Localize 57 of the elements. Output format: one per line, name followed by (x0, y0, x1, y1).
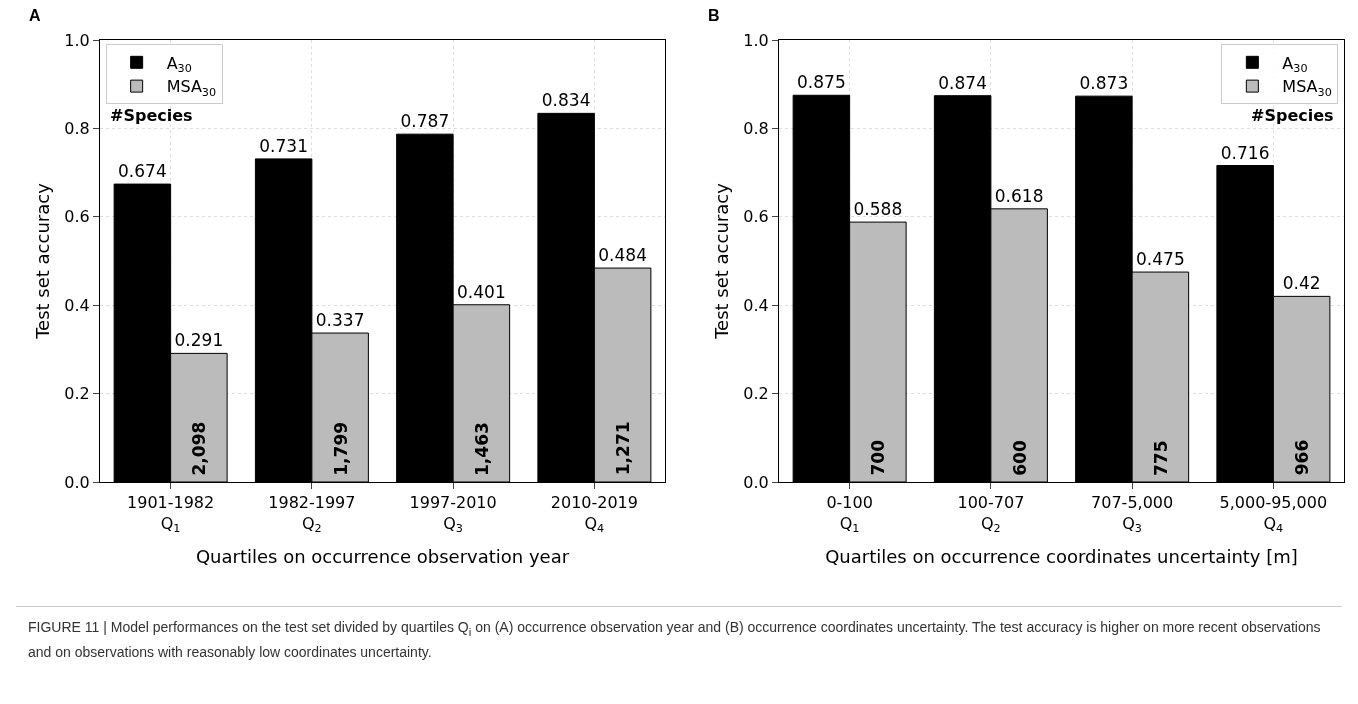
data-label: 0.588 (853, 199, 903, 220)
y-tick-label: 0.0 (743, 472, 769, 492)
legend-label: MSA$_{30}$ (166, 77, 217, 99)
data-label: 0.875 (797, 72, 846, 93)
y-tick-label: 0.6 (64, 207, 90, 227)
x-tick-label: 0-100 Q$_{1}$ (826, 493, 873, 536)
annotation: 775 (1150, 440, 1171, 476)
annotation: 1,799 (330, 421, 351, 476)
x-tick-label: 5,000-95,000 Q$_{4}$ (1219, 493, 1328, 536)
text: FIGURE 11 | Model performances on the test set divided by quartiles Q$_{i}$ on (A) occurrence observation year and (B) occurrence coordinates uncertainty. The test accuracy is higher on more recent observations and on observations with reasonably low coordinates uncertainty. (28, 619, 1321, 660)
data-label: 0.873 (1079, 73, 1129, 94)
data-label: 0.834 (541, 90, 591, 111)
annotation: 2,098 (189, 421, 210, 476)
annotation: 1,271 (613, 421, 634, 476)
chart-title: B (708, 7, 720, 24)
annotation: 700 (868, 439, 889, 476)
data-label: 0.787 (400, 111, 450, 132)
chart-title: A (29, 7, 41, 24)
x-axis-title: Quartiles on occurrence observation year (195, 546, 570, 568)
data-label: 0.674 (118, 161, 167, 182)
y-tick-label: 0.4 (64, 295, 90, 315)
x-tick-label: 1997-2010 Q$_{3}$ (409, 493, 497, 536)
x-axis-title: Quartiles on occurrence coordinates uncertainty [m] (825, 546, 1298, 568)
data-label: 0.401 (457, 281, 506, 302)
data-label: 0.618 (994, 185, 1044, 206)
y-tick-label: 0.4 (743, 295, 769, 315)
data-label: 0.337 (315, 310, 365, 331)
data-label: 0.42 (1282, 273, 1321, 294)
data-label: 0.291 (174, 330, 224, 351)
y-tick-label: 0.2 (64, 384, 90, 404)
y-tick-label: 1.0 (64, 30, 90, 50)
x-tick-label: 2010-2019 Q$_{4}$ (550, 493, 638, 536)
data-label: 0.874 (938, 72, 987, 93)
y-axis-title: Test set accuracy (31, 182, 53, 340)
x-tick-label: 100-707 Q$_{2}$ (957, 493, 1025, 536)
data-label: 0.484 (598, 245, 647, 266)
legend-title: #Species (1251, 106, 1334, 125)
data-label: 0.731 (259, 135, 308, 156)
legend-label: MSA$_{30}$ (1282, 77, 1332, 99)
legend-label: A$_{30}$ (1282, 53, 1308, 75)
x-tick-label: 1901-1982 Q$_{1}$ (127, 493, 215, 536)
y-tick-label: 0.8 (743, 119, 769, 138)
annotation: 966 (1292, 439, 1313, 476)
y-tick-label: 0.8 (64, 119, 90, 138)
annotation: 600 (1009, 440, 1030, 476)
annotation: 1,463 (471, 422, 492, 476)
legend-label: A$_{30}$ (166, 53, 192, 75)
y-tick-label: 1.0 (743, 30, 769, 50)
x-tick-label: 707-5,000 Q$_{3}$ (1091, 493, 1174, 536)
y-tick-label: 0.6 (743, 207, 769, 227)
y-axis-title: Test set accuracy (710, 182, 732, 340)
data-label: 0.475 (1136, 249, 1185, 270)
y-tick-label: 0.2 (743, 384, 769, 404)
legend-title: #Species (110, 106, 193, 125)
x-tick-label: 1982-1997 Q$_{2}$ (268, 493, 356, 536)
y-tick-label: 0.0 (64, 472, 90, 492)
data-label: 0.716 (1220, 142, 1270, 163)
